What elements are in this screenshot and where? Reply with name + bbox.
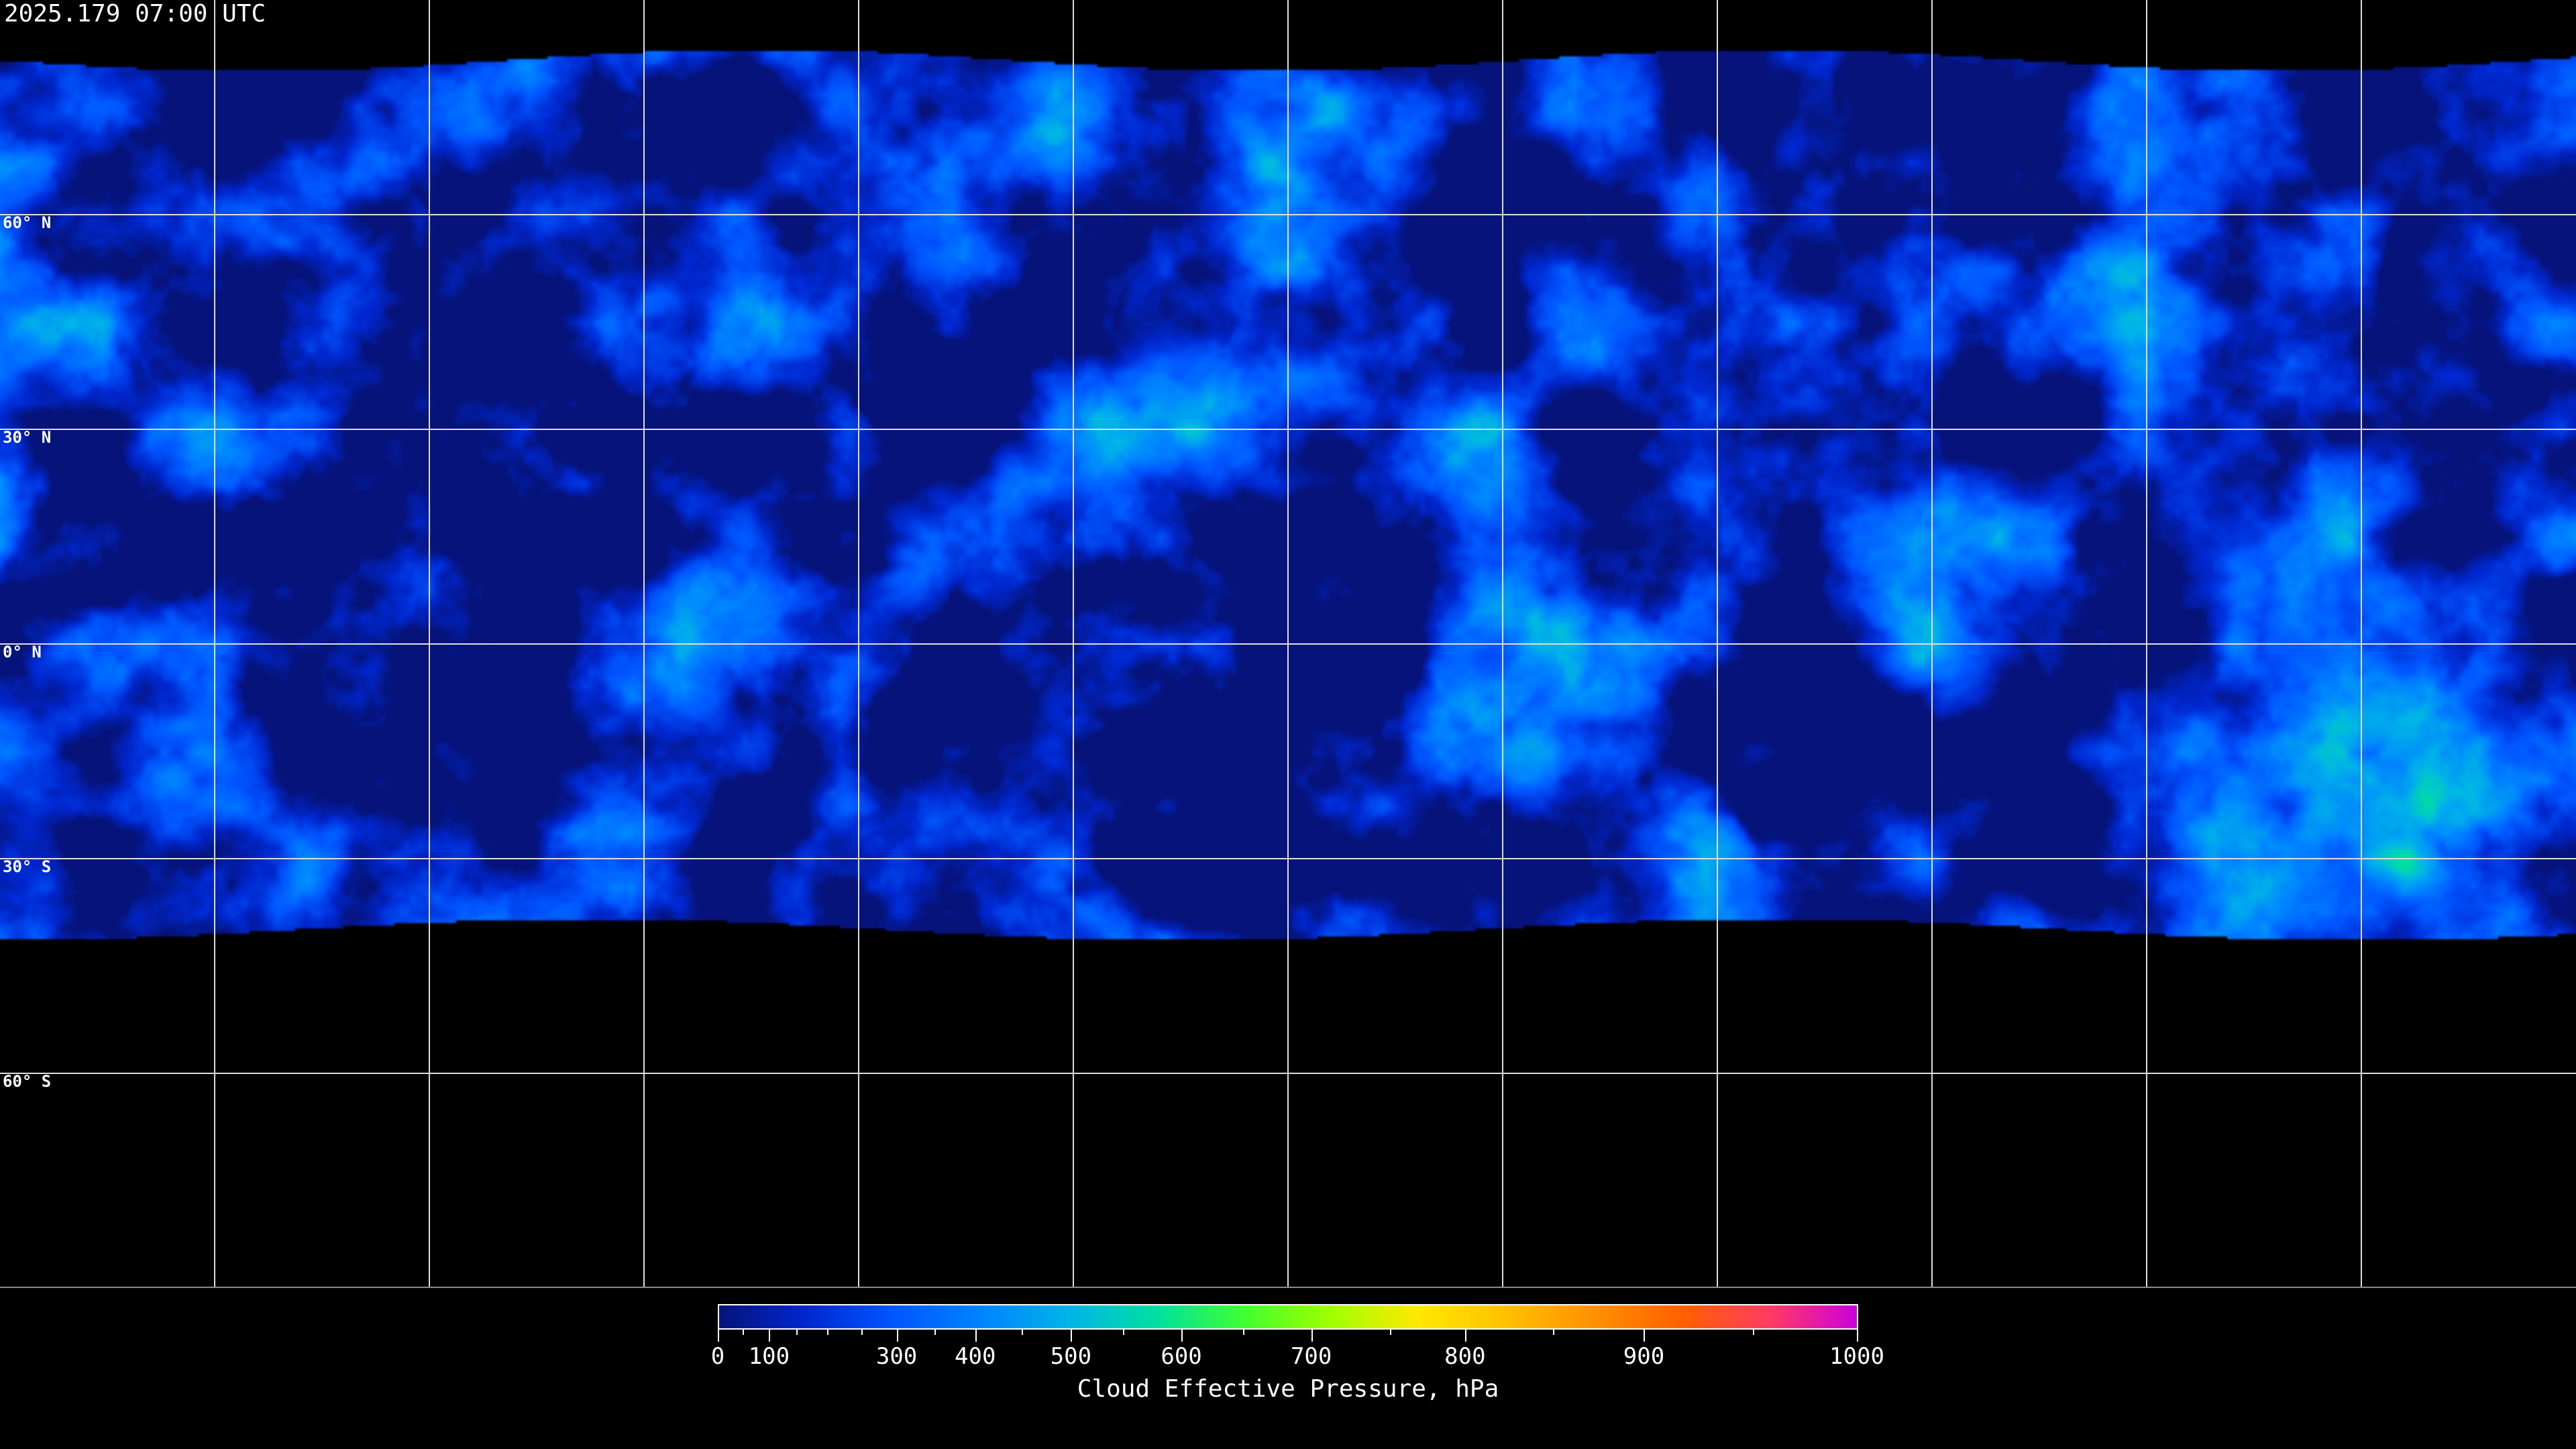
minor-tick [861,1330,863,1335]
tick-label: 500 [1050,1343,1092,1370]
tick-label: 700 [1290,1343,1332,1370]
tick-label: 900 [1623,1343,1665,1370]
minor-tick [934,1330,936,1335]
major-tick [896,1330,898,1342]
minor-tick [1123,1330,1125,1335]
timestamp: 2025.179 07:00 UTC [4,0,266,28]
major-tick [718,1330,719,1342]
lat-label-0: 0° N [3,643,42,661]
lat-label-30s: 30° S [3,857,52,876]
major-tick [1857,1330,1858,1342]
major-tick [1311,1330,1313,1342]
minor-tick [796,1330,798,1335]
graticule [0,0,2576,1288]
major-tick [769,1330,771,1342]
major-tick [1644,1330,1646,1342]
major-tick [975,1330,977,1342]
colorbar [718,1304,1858,1330]
tick-label: 0 [710,1343,725,1370]
major-tick [1071,1330,1073,1342]
minor-tick [1242,1330,1244,1335]
tick-label: 1000 [1829,1343,1884,1370]
major-tick [1464,1330,1466,1342]
minor-tick [827,1330,828,1335]
minor-tick [743,1330,745,1335]
minor-tick [1022,1330,1024,1335]
tick-label: 100 [748,1343,790,1370]
tick-label: 600 [1161,1343,1202,1370]
minor-tick [1552,1330,1554,1335]
colorbar-ticks [718,1330,1858,1343]
lat-label-30n: 30° N [3,428,52,447]
tick-label: 400 [955,1343,996,1370]
minor-tick [1389,1330,1391,1335]
tick-label: 300 [875,1343,918,1370]
map-border [0,1287,2576,1288]
minor-tick [1753,1330,1755,1335]
major-tick [1181,1330,1183,1342]
lat-label-60n: 60° N [3,213,52,232]
lat-label-60s: 60° S [3,1072,52,1091]
tick-label: 800 [1444,1343,1486,1370]
colorbar-title: Cloud Effective Pressure, hPa [1077,1375,1499,1403]
